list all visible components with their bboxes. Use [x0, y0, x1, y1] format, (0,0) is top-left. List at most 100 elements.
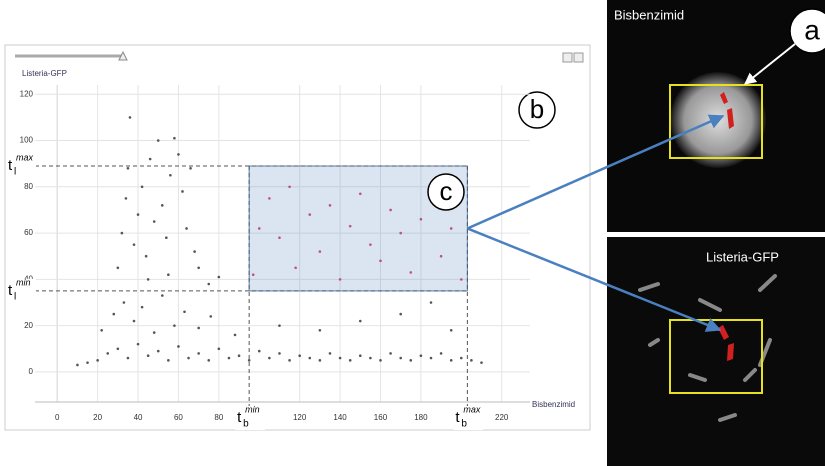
point: [389, 209, 392, 212]
point: [294, 266, 297, 269]
point: [228, 357, 231, 360]
point: [460, 357, 463, 360]
point: [329, 352, 332, 355]
point: [161, 294, 164, 297]
microscopy-images: Bisbenzimid Listeria-GFP a: [607, 0, 825, 466]
point: [278, 352, 281, 355]
point: [258, 227, 261, 230]
point: [460, 278, 463, 281]
point: [189, 167, 192, 170]
y-tick-label: 0: [29, 367, 34, 376]
point: [117, 266, 120, 269]
point: [349, 359, 352, 362]
y-tick-label: 80: [24, 182, 33, 191]
threshold-sub: b: [243, 419, 249, 430]
point: [127, 357, 130, 360]
threshold-sup: min: [16, 277, 31, 287]
point: [379, 260, 382, 263]
image-listeria: [607, 237, 825, 466]
x-tick-label: 60: [174, 413, 183, 422]
point: [112, 313, 115, 316]
point: [359, 320, 362, 323]
point: [153, 220, 156, 223]
point: [218, 347, 221, 350]
point: [399, 232, 402, 235]
point: [248, 359, 251, 362]
point: [409, 271, 412, 274]
point: [288, 359, 291, 362]
point: [86, 361, 89, 364]
point: [137, 213, 140, 216]
point: [123, 301, 126, 304]
point: [167, 359, 170, 362]
point: [440, 352, 443, 355]
threshold-sup: max: [463, 404, 481, 414]
point: [145, 255, 148, 258]
point: [197, 327, 200, 330]
x-tick-label: 140: [333, 413, 347, 422]
point: [209, 315, 212, 318]
point: [149, 158, 152, 161]
point: [234, 334, 237, 337]
point: [308, 213, 311, 216]
point: [369, 357, 372, 360]
point: [197, 352, 200, 355]
point: [339, 357, 342, 360]
point: [252, 273, 255, 276]
point: [153, 331, 156, 334]
y-axis-label: Listeria-GFP: [22, 69, 67, 78]
point: [177, 345, 180, 348]
point: [480, 361, 483, 364]
point: [278, 236, 281, 239]
point: [207, 283, 210, 286]
point: [308, 357, 311, 360]
point: [359, 192, 362, 195]
point: [359, 354, 362, 357]
threshold-sub: b: [461, 419, 467, 430]
x-tick-label: 40: [134, 413, 143, 422]
collapse-button[interactable]: [563, 53, 572, 62]
point: [450, 329, 453, 332]
x-tick-label: 80: [214, 413, 223, 422]
point: [147, 278, 150, 281]
point: [339, 278, 342, 281]
point: [298, 354, 301, 357]
callout: a: [804, 14, 820, 45]
point: [127, 167, 130, 170]
point: [133, 243, 136, 246]
point: [183, 310, 186, 313]
point: [177, 153, 180, 156]
close-button[interactable]: [574, 53, 583, 62]
y-tick-label: 100: [20, 136, 34, 145]
threshold-sup: min: [245, 404, 260, 414]
point: [169, 174, 172, 177]
x-tick-label: 120: [293, 413, 307, 422]
x-tick-label: 20: [93, 413, 102, 422]
point: [379, 359, 382, 362]
threshold-sub: l: [14, 167, 16, 178]
point: [399, 357, 402, 360]
point: [319, 250, 322, 253]
point: [238, 354, 241, 357]
point: [450, 227, 453, 230]
point: [161, 204, 164, 207]
x-tick-label: 160: [374, 413, 388, 422]
point: [167, 273, 170, 276]
point: [96, 359, 99, 362]
point: [440, 255, 443, 258]
point: [147, 354, 150, 357]
point: [157, 139, 160, 142]
point: [173, 137, 176, 140]
point: [121, 232, 124, 235]
point: [157, 350, 160, 353]
point: [420, 354, 423, 357]
point: [349, 225, 352, 228]
x-tick-label: 220: [495, 413, 509, 422]
point: [185, 227, 188, 230]
point: [470, 359, 473, 362]
point: [420, 218, 423, 221]
point: [187, 357, 190, 360]
point: [430, 301, 433, 304]
point: [129, 116, 132, 119]
image-label: Listeria-GFP: [706, 249, 779, 264]
